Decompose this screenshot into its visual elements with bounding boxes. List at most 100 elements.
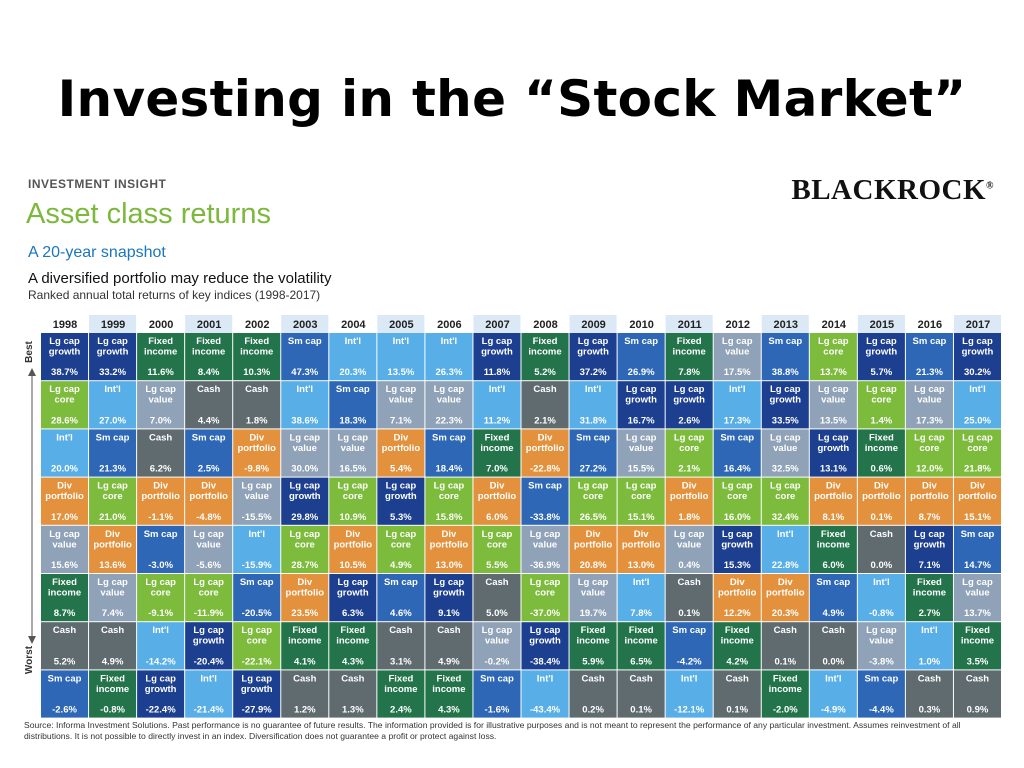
cell-background [377, 429, 425, 477]
cell-background [233, 381, 281, 429]
cell-background [377, 333, 425, 381]
asset-class-label: growth [49, 347, 81, 358]
return-value: 7.8% [678, 367, 700, 378]
year-label: 2016 [918, 319, 942, 331]
asset-class-label: Lg cap [722, 529, 753, 540]
cell-background [425, 477, 473, 525]
rank-axis-arrow-up [28, 368, 36, 376]
asset-class-label: income [192, 347, 225, 358]
asset-class-label: value [148, 395, 172, 406]
asset-class-label: Sm cap [913, 336, 947, 347]
asset-class-label: Lg cap [962, 336, 993, 347]
grid-cell: Int'l -14.2% [137, 622, 185, 670]
asset-class-label: Cash [918, 673, 941, 684]
return-value: 4.9% [438, 656, 460, 667]
return-value: 11.6% [147, 367, 174, 378]
return-value: 15.1% [964, 512, 991, 523]
asset-class-label: Sm cap [48, 673, 82, 684]
asset-class-label: value [965, 588, 989, 599]
return-value: 10.5% [339, 560, 366, 571]
asset-class-label: Lg cap [145, 577, 176, 588]
asset-class-label: income [576, 636, 609, 647]
return-value: 9.1% [438, 608, 460, 619]
cell-background [665, 574, 713, 622]
asset-class-label: Lg cap [914, 432, 945, 443]
year-header-cell [377, 315, 425, 333]
asset-class-label: core [151, 588, 171, 599]
year-header-cell [569, 315, 617, 333]
asset-class-label: Div [970, 481, 986, 492]
asset-class-label: growth [97, 347, 129, 358]
asset-class-label: portfolio [622, 539, 661, 550]
year-label: 2010 [629, 319, 653, 331]
cell-background [329, 381, 377, 429]
asset-class-label: Lg cap [482, 529, 513, 540]
asset-class-label: Sm cap [144, 529, 178, 540]
asset-class-label: Fixed [52, 577, 77, 588]
cell-background [89, 477, 137, 525]
cell-background [41, 574, 89, 622]
asset-class-label: income [144, 347, 177, 358]
cell-background [233, 333, 281, 381]
return-value: -4.8% [196, 512, 221, 523]
return-value: 2.1% [534, 415, 556, 426]
grid-cell: Cash 0.0% [809, 622, 857, 670]
asset-class-label: income [624, 636, 657, 647]
asset-class-label: Sm cap [384, 577, 418, 588]
cell-background [473, 574, 521, 622]
grid-cell: Int'l -21.4% [185, 670, 233, 718]
asset-class-label: Div [249, 432, 265, 443]
cell-background [137, 429, 185, 477]
cell-background [521, 429, 569, 477]
return-value: 21.3% [99, 464, 126, 475]
asset-class-label: Lg cap [338, 481, 369, 492]
grid-cell: Int'l 31.8% [569, 381, 617, 429]
cell-background [41, 477, 89, 525]
return-value: 1.2% [294, 705, 316, 716]
asset-class-label: Lg cap [530, 625, 561, 636]
cell-background [857, 381, 905, 429]
asset-class-label: Cash [870, 529, 893, 540]
asset-class-label: Int'l [585, 384, 602, 395]
asset-class-label: Lg cap [97, 481, 128, 492]
cell-background [713, 622, 761, 670]
year-label: 2017 [966, 319, 990, 331]
grid-cell: Sm cap -1.6% [473, 670, 521, 718]
return-value: 7.1% [390, 415, 412, 426]
cell-background [857, 574, 905, 622]
year-header-cell [425, 315, 473, 333]
return-value: 10.3% [243, 367, 270, 378]
return-value: 4.9% [822, 608, 844, 619]
asset-class-label: income [913, 588, 946, 599]
return-value: -12.1% [674, 705, 705, 716]
return-value: 0.0% [822, 656, 844, 667]
cell-background [233, 477, 281, 525]
grid-cell: Int'l 7.8% [617, 574, 665, 622]
logo-registered-mark: ® [986, 180, 994, 192]
cell-background [569, 477, 617, 525]
asset-class-label: Lg cap [145, 673, 176, 684]
return-value: 27.2% [580, 464, 607, 475]
asset-class-label: Cash [726, 673, 749, 684]
cell-background [905, 525, 953, 573]
asset-class-label: Lg cap [530, 529, 561, 540]
cell-background [953, 622, 1001, 670]
cell-background [425, 429, 473, 477]
cell-background [233, 670, 281, 718]
cell-background [473, 622, 521, 670]
grid-cell: Sm cap 14.7% [953, 525, 1001, 573]
asset-class-label: portfolio [141, 491, 180, 502]
asset-class-label: core [439, 491, 459, 502]
asset-class-label: Lg cap [578, 336, 609, 347]
return-value: -3.8% [869, 656, 894, 667]
